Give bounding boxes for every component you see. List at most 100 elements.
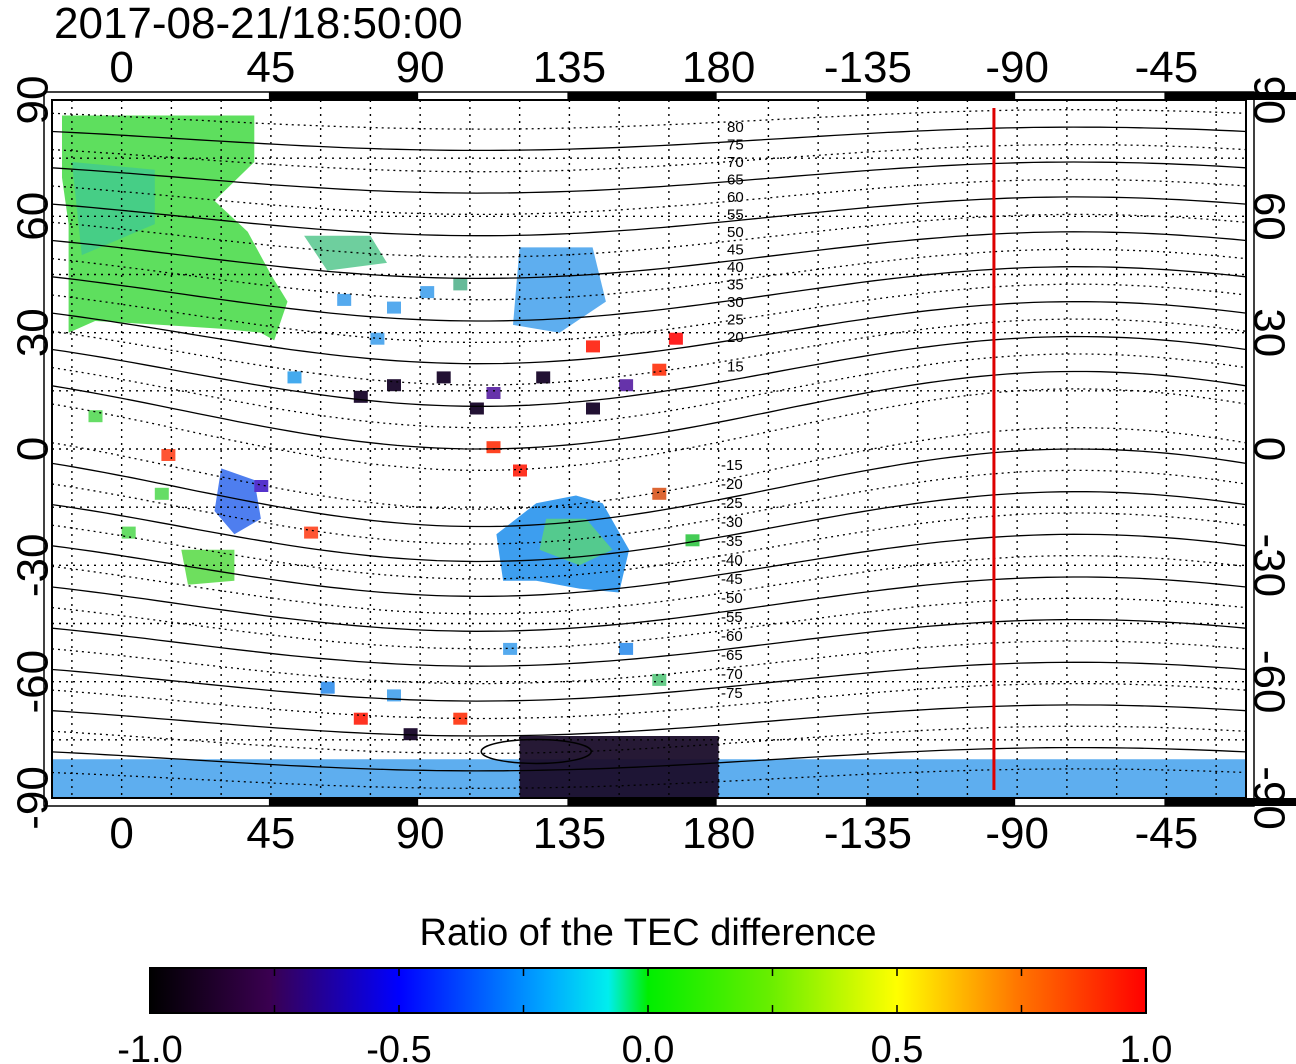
data-pixel [619, 379, 634, 392]
maglat-label: -25 [721, 495, 743, 512]
lat-tick-label-left: 30 [9, 308, 58, 357]
colorbar-ticks [273, 968, 1023, 1013]
data-pixel [304, 526, 319, 539]
longitude-axis-top: 0 45 90 135 180 -135 -90 -45 [109, 43, 1198, 92]
maglat-label: -30 [721, 514, 743, 531]
frame-mark-bottom [1164, 798, 1296, 806]
lon-tick-label-bottom: 135 [533, 809, 606, 858]
maglat-label: -40 [721, 552, 743, 569]
lat-tick-label-left: 90 [9, 76, 58, 125]
data-pixel [619, 642, 634, 655]
lat-tick-label-left: -60 [9, 650, 58, 714]
colorbar-tick-label: -0.5 [366, 1029, 431, 1064]
maglat-label: 20 [727, 329, 744, 346]
data-pixel [652, 487, 667, 500]
lat-tick-label-right: -60 [1244, 650, 1293, 714]
data-pixel [453, 278, 468, 291]
data-pixel [370, 332, 385, 345]
colorbar-tick-label: 0.5 [871, 1029, 924, 1064]
data-pixel [320, 681, 335, 694]
colorbar-tick-labels: -1.0 -0.5 0.0 0.5 1.0 [117, 1029, 1172, 1064]
frame-mark-top [865, 92, 1016, 100]
maglat-label: -60 [721, 628, 743, 645]
maglat-label: 65 [727, 172, 744, 189]
frame-mark-bottom [567, 798, 717, 806]
lon-tick-label-top: 0 [109, 43, 133, 92]
maglat-contour [52, 618, 1246, 667]
maglat-contour [52, 161, 1246, 194]
lat-tick-label-right: 60 [1244, 192, 1293, 241]
maglat-contour [52, 746, 1246, 772]
data-pixel [586, 402, 600, 415]
lon-tick-label-bottom: -45 [1135, 809, 1199, 858]
region-south-africa [181, 549, 235, 585]
maglat-label: -15 [721, 457, 743, 474]
lat-tick-label-left: 60 [9, 192, 58, 241]
frame-tick-marks [268, 92, 1296, 806]
region-north-atlantic [71, 162, 155, 256]
maglat-contour [52, 768, 1246, 789]
maglat-contour [52, 682, 1246, 720]
maglat-contour [52, 266, 1246, 322]
data-pixel [668, 332, 683, 345]
region-australia-center [539, 518, 613, 566]
lon-tick-label-bottom: 0 [109, 809, 133, 858]
maglat-label: 80 [727, 119, 744, 136]
lat-tick-label-right: -90 [1244, 766, 1293, 830]
data-pixel [420, 286, 435, 299]
maglat-contour [52, 300, 1246, 365]
maglat-label: -35 [721, 533, 743, 550]
lon-tick-label-bottom: 45 [246, 809, 295, 858]
maglat-label: 60 [727, 189, 744, 206]
data-pixel [503, 642, 518, 655]
maglat-contour [52, 512, 1246, 580]
maglat-label: 15 [727, 359, 744, 376]
data-pixel [154, 487, 169, 500]
maglat-label: 70 [727, 154, 744, 171]
maglat-contour [52, 491, 1246, 563]
data-pixel [685, 534, 700, 547]
maglat-contour [52, 554, 1246, 615]
maglat-label: -20 [721, 476, 743, 493]
maglat-label: 75 [727, 137, 744, 154]
lat-tick-label-left: -30 [9, 534, 58, 598]
lat-tick-label-left: 0 [9, 437, 58, 461]
data-pixel [513, 464, 527, 477]
maglat-contour [52, 448, 1246, 528]
lon-tick-label-bottom: 180 [682, 809, 755, 858]
timestamp-label: 2017-08-21/18:50:00 [54, 0, 463, 48]
lat-tick-label-left: -90 [9, 766, 58, 830]
maglat-contour [52, 725, 1246, 755]
data-pixel [161, 449, 176, 461]
data-pixel [536, 371, 551, 384]
data-pixel [88, 410, 103, 423]
data-pixel [121, 526, 136, 539]
data-pixel [469, 402, 484, 415]
maglat-contour [52, 143, 1246, 173]
maglat-pole-contour [480, 738, 592, 765]
lon-tick-label-top: -135 [824, 43, 912, 92]
data-pixel [254, 480, 269, 492]
lon-tick-label-top: 180 [682, 43, 755, 92]
colorbar-title: Ratio of the TEC difference [420, 912, 877, 954]
region-east-africa [214, 468, 261, 535]
maglat-contour [52, 704, 1246, 737]
latitude-axis-left: 90 60 30 0 -30 -60 -90 [9, 76, 58, 830]
data-pixel [486, 441, 501, 454]
region-east-asia [513, 247, 606, 333]
lon-tick-label-top: 135 [533, 43, 606, 92]
colorbar-tick-label: 1.0 [1120, 1029, 1173, 1064]
maglat-label: 35 [727, 277, 744, 294]
maglat-label: 45 [727, 242, 744, 259]
frame-mark-bottom [865, 798, 1016, 806]
maglat-contour [52, 576, 1246, 632]
lon-tick-label-bottom: 90 [396, 809, 445, 858]
maglat-label: 50 [727, 224, 744, 241]
maglat-contour [52, 370, 1246, 450]
lon-tick-label-bottom: -135 [824, 809, 912, 858]
maglat-label: -65 [721, 647, 743, 664]
frame-mark-bottom [268, 798, 419, 806]
maglat-label: 40 [727, 259, 744, 276]
maglat-label: 25 [727, 312, 744, 329]
